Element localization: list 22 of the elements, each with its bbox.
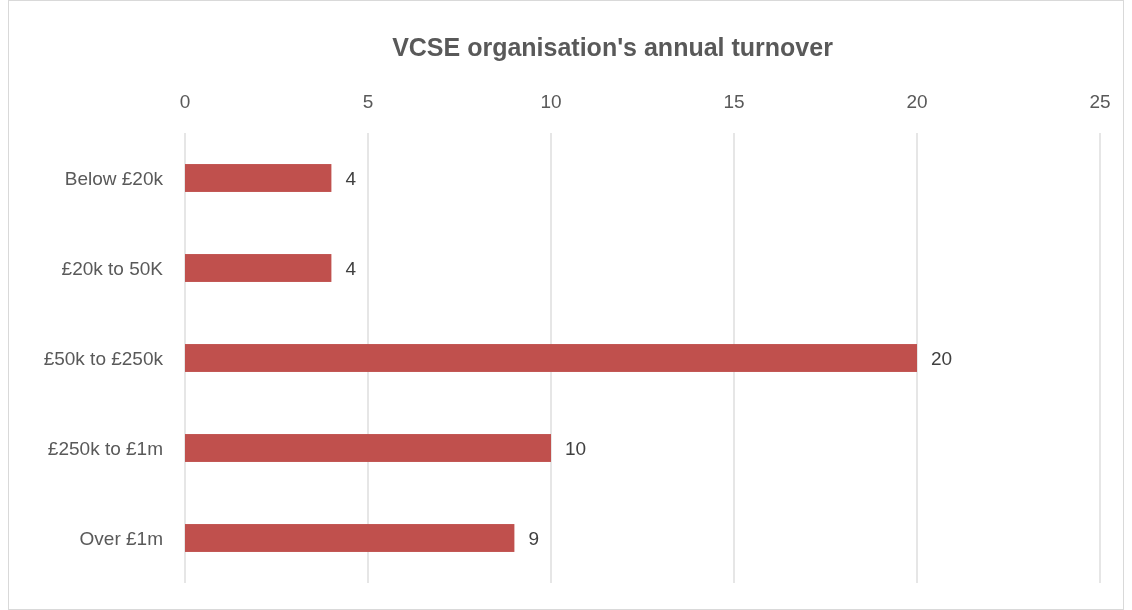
x-tick-label: 15	[723, 91, 745, 112]
y-tick-label: £250k to £1m	[47, 437, 163, 459]
x-tick-label: 25	[1089, 91, 1111, 112]
bar	[185, 434, 551, 462]
bar	[185, 164, 332, 192]
bar	[185, 344, 917, 372]
x-tick-label: 10	[540, 91, 562, 112]
data-label: 20	[931, 347, 953, 369]
data-label: 9	[528, 527, 539, 549]
y-tick-label: Below £20k	[64, 167, 164, 189]
bar	[185, 254, 332, 282]
bar	[185, 524, 515, 552]
y-tick-label: Over £1m	[79, 527, 163, 549]
data-label: 10	[565, 437, 587, 459]
x-tick-label: 20	[906, 91, 928, 112]
x-tick-label: 5	[362, 91, 374, 112]
data-label: 4	[345, 167, 357, 189]
x-tick-label: 0	[179, 91, 191, 112]
data-label: 4	[345, 257, 357, 279]
y-tick-label: £20k to 50K	[61, 257, 164, 279]
chart-title: VCSE organisation's annual turnover	[392, 33, 834, 61]
y-tick-label: £50k to £250k	[43, 347, 164, 369]
